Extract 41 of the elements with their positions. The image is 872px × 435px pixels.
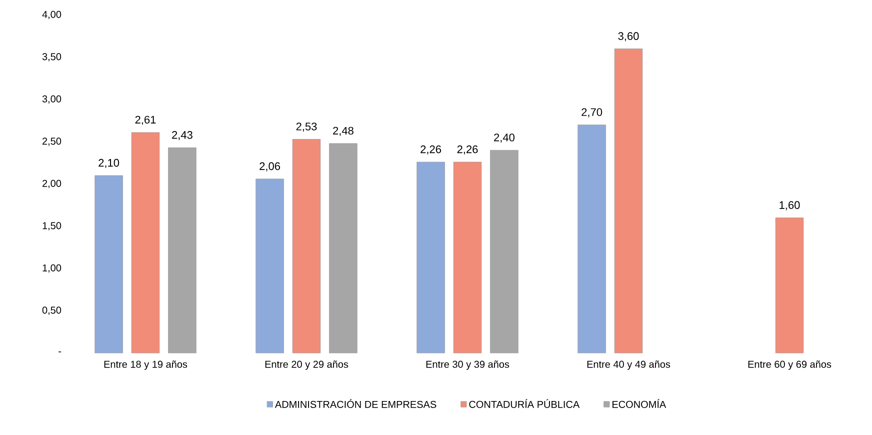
bar bbox=[490, 150, 518, 354]
data-label: 2,26 bbox=[457, 145, 478, 154]
y-tick-label: 3,50 bbox=[42, 53, 62, 62]
bar bbox=[292, 139, 321, 354]
bar bbox=[453, 162, 482, 354]
x-tick-label: Entre 18 y 19 años bbox=[104, 360, 188, 370]
x-tick-label: Entre 40 y 49 años bbox=[587, 360, 670, 370]
data-label: 2,43 bbox=[172, 131, 192, 140]
x-tick-label: Entre 60 y 69 años bbox=[748, 360, 832, 370]
data-label: 1,60 bbox=[780, 201, 800, 210]
bar bbox=[94, 175, 123, 354]
bar bbox=[416, 162, 445, 354]
x-tick-label: Entre 30 y 39 años bbox=[426, 360, 510, 370]
y-tick-label: 2,00 bbox=[42, 180, 62, 188]
data-label: 2,48 bbox=[333, 126, 354, 136]
legend-label: ADMINISTRACIÓN DE EMPRESAS bbox=[274, 399, 436, 408]
x-tick-label: Entre 20 y 29 años bbox=[265, 360, 348, 370]
legend-label: ECONOMÍA bbox=[612, 399, 666, 408]
bar bbox=[578, 124, 606, 354]
data-label: 2,53 bbox=[296, 122, 317, 132]
bar bbox=[168, 147, 196, 354]
data-label: 2,06 bbox=[260, 162, 280, 172]
data-label: 2,40 bbox=[494, 134, 514, 143]
bar bbox=[131, 132, 160, 354]
y-tick-label: 1,00 bbox=[42, 264, 62, 273]
data-label: 2,61 bbox=[135, 116, 156, 125]
data-label: 3,60 bbox=[618, 32, 639, 42]
y-tick-label: 3,00 bbox=[42, 95, 62, 104]
bar bbox=[614, 48, 643, 354]
y-tick-label: 0,50 bbox=[42, 306, 62, 315]
y-tick-label: 1,50 bbox=[42, 222, 62, 230]
y-tick-label: 4,00 bbox=[42, 10, 62, 20]
bar bbox=[775, 218, 804, 354]
y-tick-label: - bbox=[58, 351, 62, 352]
data-label: 2,10 bbox=[98, 158, 120, 168]
bar bbox=[329, 143, 358, 354]
legend-label: CONTADURÍA PÚBLICA bbox=[469, 399, 580, 408]
data-label: 2,26 bbox=[420, 145, 442, 154]
data-label: 2,70 bbox=[582, 108, 602, 118]
bar bbox=[256, 178, 284, 354]
y-tick-label: 2,50 bbox=[42, 138, 62, 146]
